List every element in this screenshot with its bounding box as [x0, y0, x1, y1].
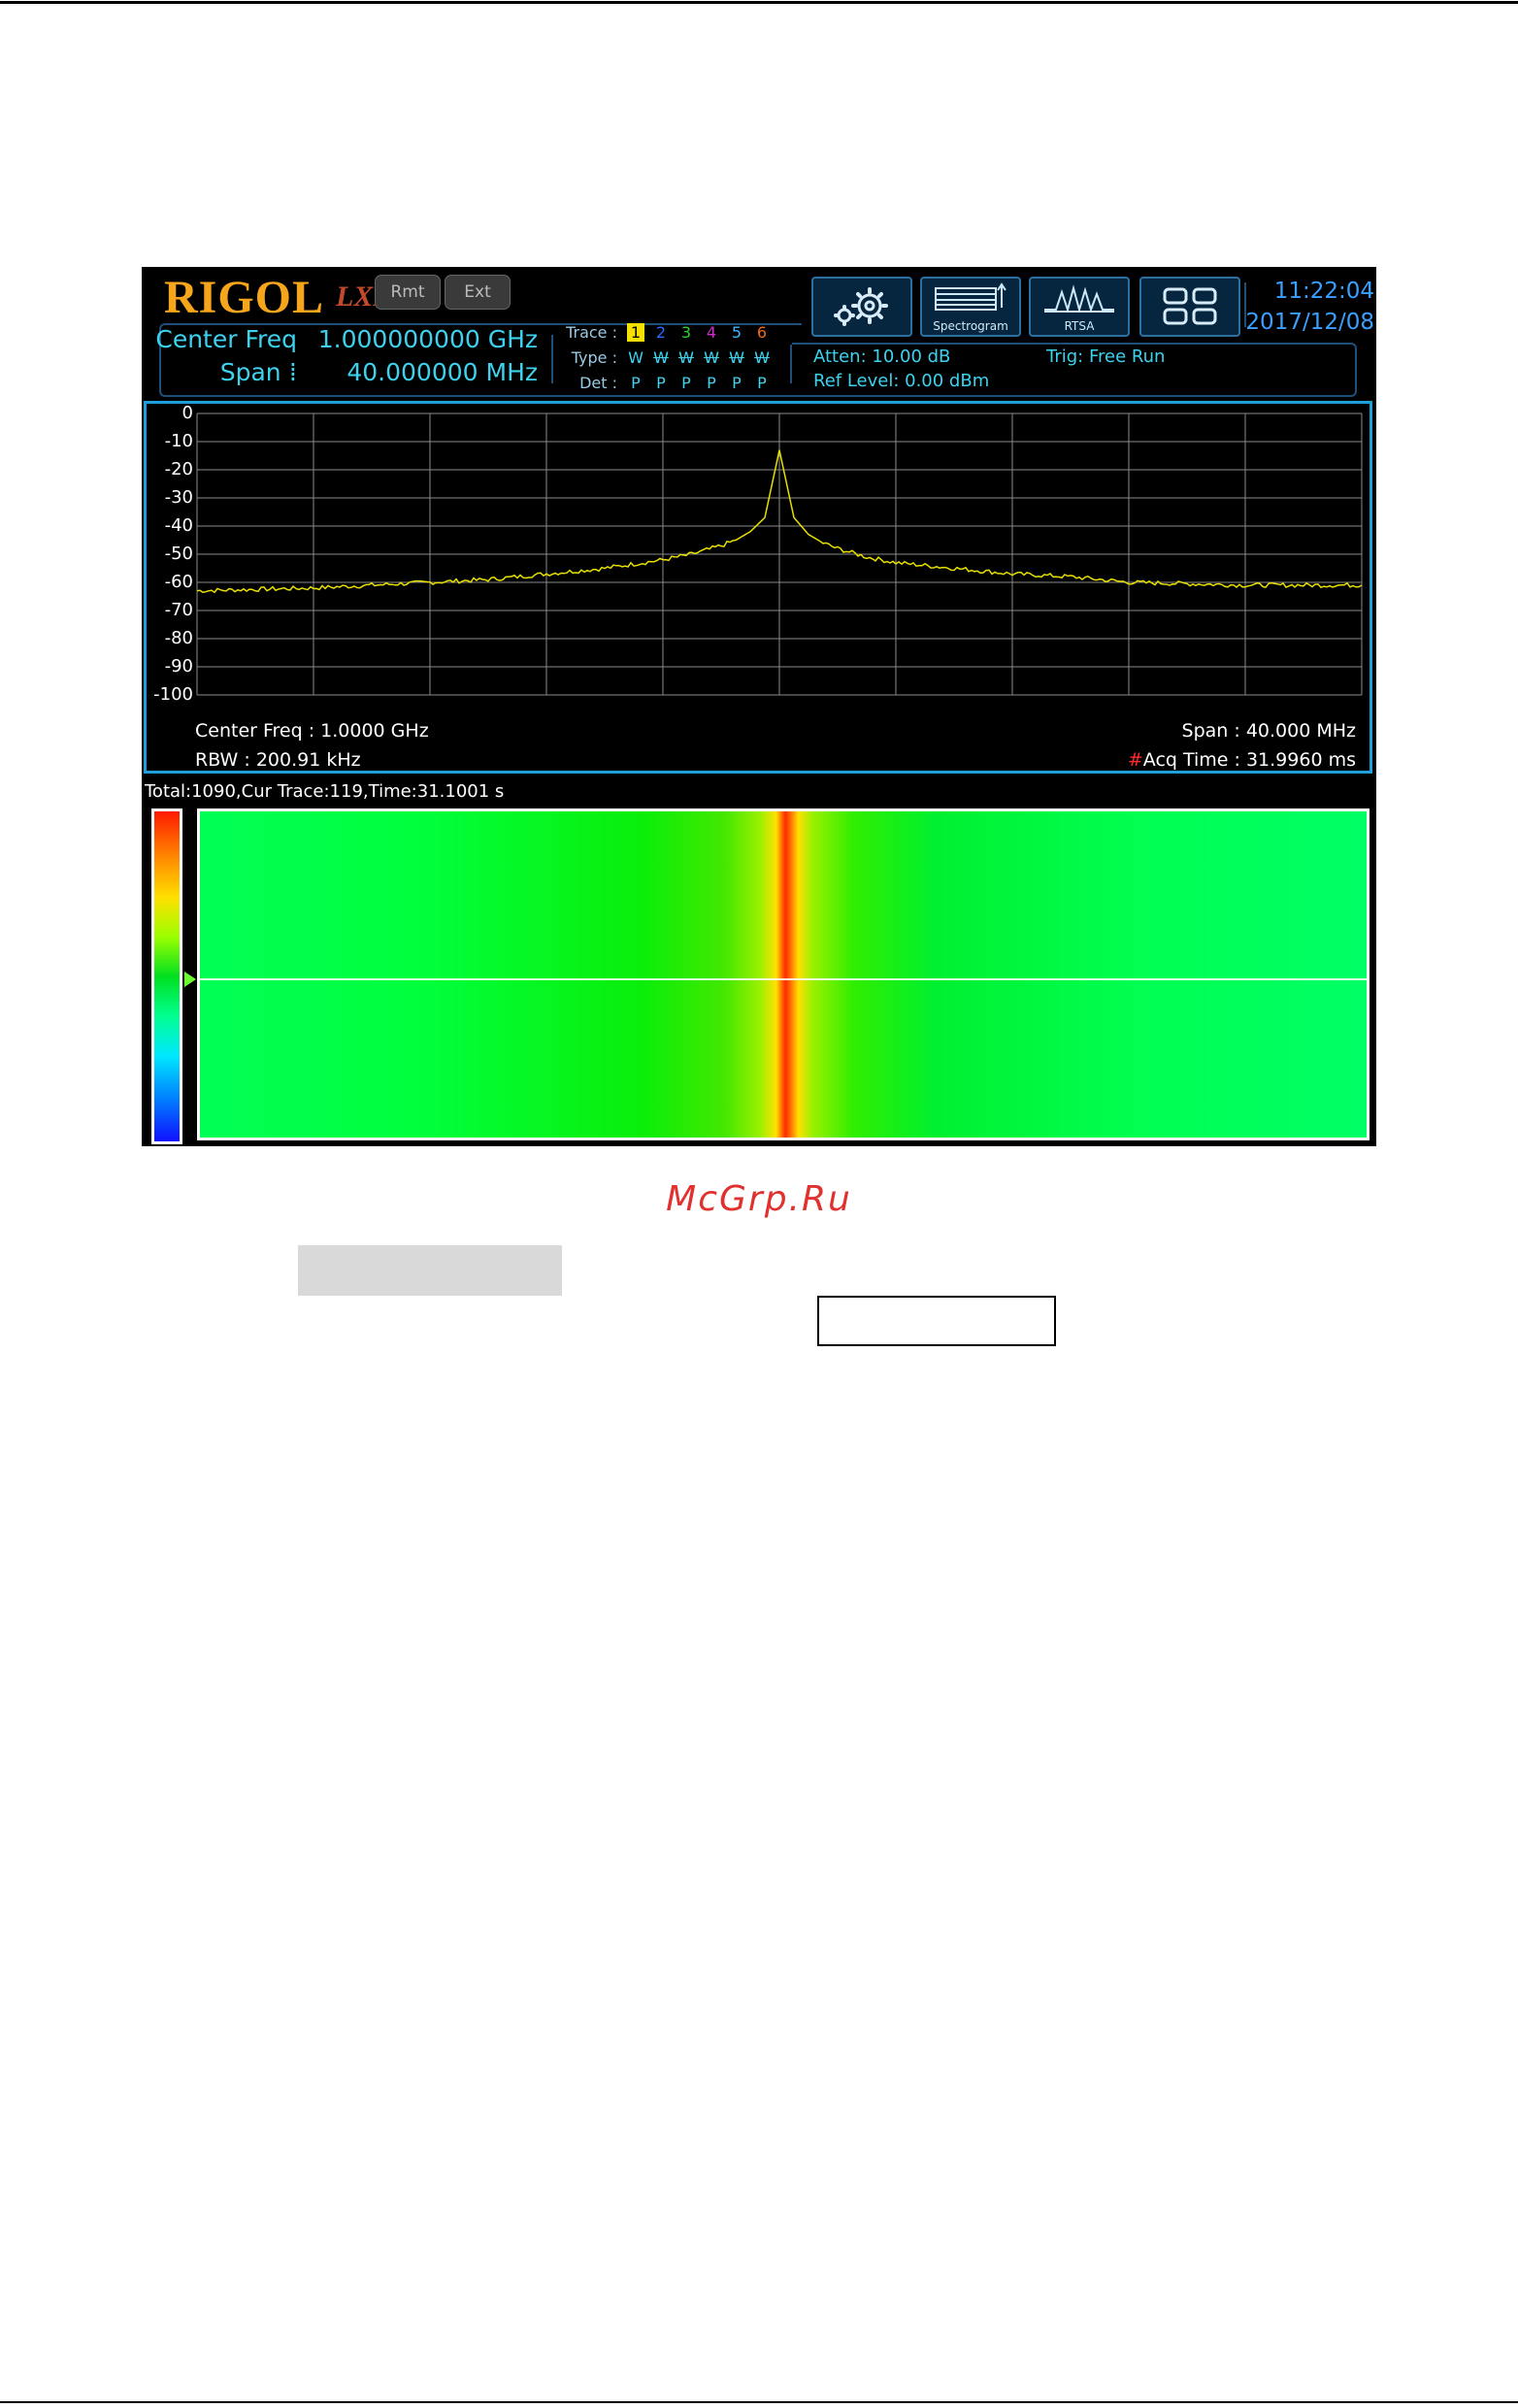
rtsa-button[interactable]: RTSA [1029, 277, 1130, 337]
acq-time-text: Acq Time : 31.9960 ms [1142, 749, 1356, 771]
trace-number[interactable]: 4 [706, 323, 717, 342]
y-tick-label: -60 [164, 572, 193, 592]
spectrum-plot [196, 412, 1363, 696]
rmt-indicator[interactable]: Rmt [375, 275, 441, 310]
trace-type: W [754, 348, 770, 367]
trace-detector: P [757, 374, 767, 392]
trace-type: W [704, 348, 719, 367]
type-label: Type : [571, 348, 617, 367]
y-tick-label: -30 [164, 487, 193, 508]
trace-number[interactable]: 1 [627, 323, 644, 342]
y-tick-label: -40 [164, 515, 193, 536]
det-label: Det : [579, 374, 617, 392]
center-freq-value[interactable]: 1.000000000 GHz [317, 325, 538, 353]
trace-number[interactable]: 5 [731, 323, 742, 342]
acq-hash-mark: # [1127, 749, 1143, 771]
span-annotation: Span : 40.000 MHz [1181, 720, 1356, 742]
ext-indicator[interactable]: Ext [445, 275, 511, 310]
ref-level-readout[interactable]: Ref Level: 0.00 dBm [813, 371, 990, 391]
rtsa-icon [1044, 284, 1114, 313]
y-tick-label: -80 [164, 628, 193, 648]
trace-type: W [729, 348, 744, 367]
bottom-rule [0, 2401, 1518, 2403]
span-value[interactable]: 40.000000 MHz [346, 358, 538, 386]
trace-detector: P [631, 374, 641, 392]
center-freq-annotation: Center Freq : 1.0000 GHz [195, 720, 429, 742]
y-tick-label: 0 [182, 403, 193, 423]
rbw-annotation[interactable]: RBW : 200.91 kHz [195, 749, 361, 771]
atten-readout[interactable]: Atten: 10.00 dB [813, 346, 951, 367]
trace-type: W [653, 348, 669, 367]
rigol-logo: RIGOL [164, 272, 325, 323]
center-freq-label: Center Freq : [155, 325, 297, 381]
trace-detector: P [681, 374, 691, 392]
trace-number[interactable]: 3 [680, 323, 692, 342]
spectrum-panel[interactable]: 0 -10 -20 -30 -40 -50 -60 -70 -80 -90 -100 Center … [144, 401, 1372, 774]
clock-time: 11:22:04 [1273, 279, 1374, 304]
trace-detector: P [707, 374, 716, 392]
span-label: Span : [219, 358, 297, 386]
spectrogram-button[interactable]: Spectrogram [920, 277, 1021, 337]
grid-layout-icon [1163, 287, 1217, 325]
outlined-box [817, 1296, 1056, 1346]
spectrum-trace-line [196, 449, 1363, 594]
measurement-info-panel [792, 343, 1357, 397]
top-rule [0, 1, 1518, 4]
color-scale-bar [151, 808, 182, 1144]
header-separator [551, 335, 553, 383]
y-tick-label: -70 [164, 600, 193, 620]
trace-detector: P [656, 374, 666, 392]
spectrogram-status: Total:1090,Cur Trace:119,Time:31.1001 s [145, 781, 505, 802]
settings-button[interactable] [811, 277, 912, 337]
frequency-info-panel [159, 323, 802, 397]
y-tick-label: -20 [164, 459, 193, 479]
gear-icon [834, 287, 888, 326]
toolbar-separator [1244, 282, 1246, 327]
trace-detector: P [732, 374, 742, 392]
trace-cursor-marker-icon[interactable] [184, 972, 196, 987]
trace-number[interactable]: 6 [756, 323, 768, 342]
clock-date: 2017/12/08 [1245, 310, 1374, 335]
y-tick-label: -90 [164, 656, 193, 676]
rtsa-label: RTSA [1064, 319, 1095, 333]
watermark: McGrp.Ru [666, 1179, 852, 1219]
trace-cursor-line[interactable] [197, 978, 1370, 980]
y-tick-label: -10 [164, 431, 193, 451]
spectrogram-label: Spectrogram [933, 319, 1008, 333]
y-tick-label: -50 [164, 544, 193, 564]
analyzer-screen: RIGOL LXI Rmt Ext Center Freq : 1.000000… [142, 267, 1376, 1146]
trace-number[interactable]: 2 [655, 323, 667, 342]
header-separator-2 [790, 345, 792, 383]
trace-type: W [678, 348, 694, 367]
acq-time-annotation[interactable]: #Acq Time : 31.9960 ms [1128, 749, 1356, 771]
y-tick-label: -100 [153, 684, 193, 705]
layout-button[interactable] [1139, 277, 1240, 337]
spectrogram-icon [935, 282, 1006, 311]
spectrogram-waterfall[interactable] [197, 808, 1370, 1140]
trace-type: W [628, 348, 644, 367]
trigger-readout[interactable]: Trig: Free Run [1046, 346, 1166, 367]
highlight-box [298, 1245, 562, 1296]
trace-label: Trace : [566, 323, 617, 342]
